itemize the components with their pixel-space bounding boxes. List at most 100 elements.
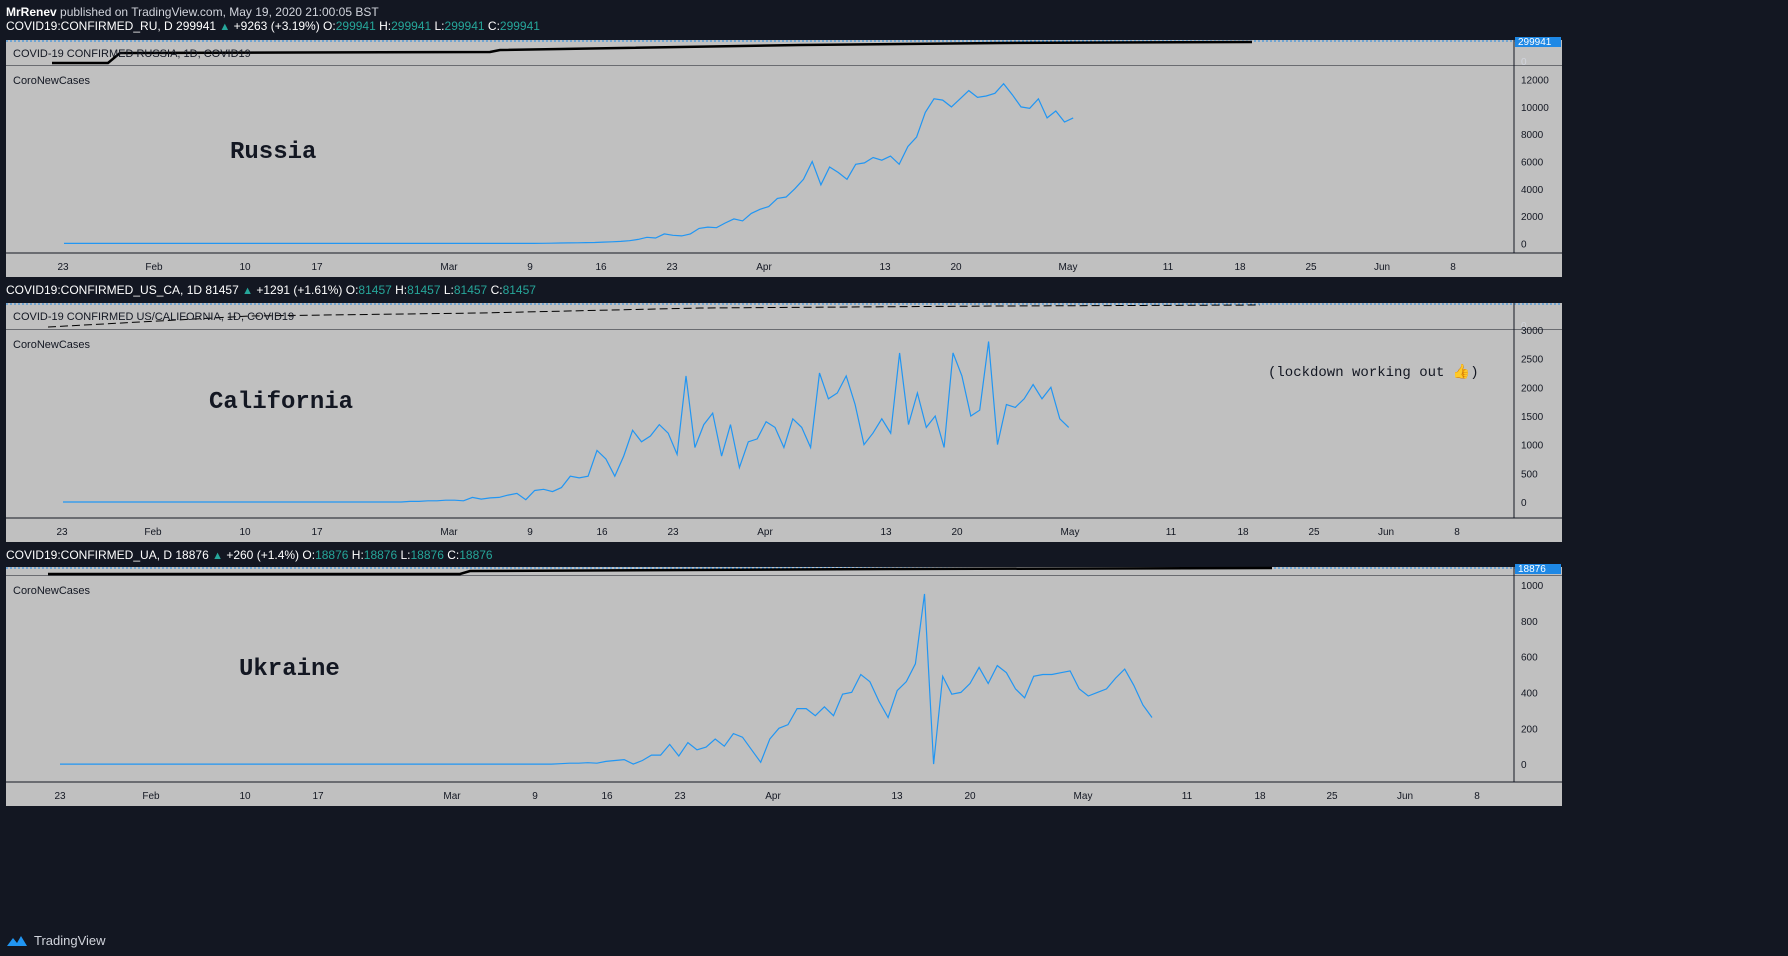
price-badge-label: 18876 (1518, 564, 1546, 575)
symbol-line-ukraine: COVID19:CONFIRMED_UA, D 18876 ▲ +260 (+1… (6, 548, 493, 562)
low-value: 299941 (444, 19, 485, 33)
x-tick-label: May (1059, 262, 1078, 273)
time-axis (6, 782, 1562, 806)
open-value: 299941 (335, 19, 376, 33)
x-tick-label: Jun (1378, 527, 1394, 538)
indicator-pane (6, 330, 1562, 518)
y-tick-label: 500 (1521, 469, 1538, 480)
x-tick-label: 20 (964, 791, 976, 802)
x-tick-label: Jun (1397, 791, 1413, 802)
cumulative-line (47, 304, 1261, 328)
symbol-change: +1291 (+1.61%) (256, 283, 343, 297)
x-tick-label: May (1074, 791, 1093, 802)
x-tick-label: 23 (56, 527, 68, 538)
overlay-title: COVID-19 CONFIRMED US/CALIFORNIA, 1D, CO… (13, 311, 294, 323)
x-tick-label: 8 (1474, 791, 1480, 802)
x-tick-label: 17 (311, 527, 323, 538)
symbol-line-russia: COVID19:CONFIRMED_RU, D 299941 ▲ +9263 (… (6, 19, 540, 33)
y-tick-label: 400 (1521, 688, 1538, 699)
indicator-label: CoroNewCases (13, 585, 91, 597)
x-tick-label: 9 (527, 262, 533, 273)
panel-california: COVID-19 CONFIRMED US/CALIFORNIA, 1D, CO… (6, 303, 1562, 542)
open-value: 18876 (315, 548, 349, 562)
y-tick-label: 1000 (1521, 581, 1544, 592)
x-tick-label: 16 (601, 791, 613, 802)
symbol-name[interactable]: COVID19:CONFIRMED_US_CA, 1D (6, 283, 203, 297)
x-tick-label: 11 (1182, 791, 1193, 802)
panel-russia: COVID-19 CONFIRMED RUSSIA, 1D, COVID19 0 2… (6, 37, 1562, 277)
x-tick-label: 16 (596, 527, 608, 538)
tradingview-logo-icon (7, 935, 27, 946)
symbol-line-california: COVID19:CONFIRMED_US_CA, 1D 81457 ▲ +129… (6, 283, 536, 297)
x-tick-label: 10 (239, 791, 251, 802)
cumulative-line (48, 566, 1273, 576)
x-tick-label: 13 (880, 527, 892, 538)
symbol-change: +260 (+1.4%) (226, 548, 300, 562)
high-value: 81457 (407, 283, 441, 297)
x-tick-label: May (1061, 527, 1080, 538)
y-tick-label: 2500 (1521, 355, 1544, 366)
x-tick-label: 11 (1166, 527, 1177, 538)
x-tick-label: 13 (891, 791, 903, 802)
price-badge (1515, 37, 1561, 47)
close-value: 81457 (502, 283, 536, 297)
indicator-pane (6, 66, 1562, 253)
x-tick-label: Feb (144, 527, 162, 538)
low-value: 81457 (453, 283, 488, 297)
y-tick-label: 10000 (1521, 103, 1549, 114)
symbol-price: 18876 (175, 548, 209, 562)
symbol-price: 299941 (176, 19, 217, 33)
y-tick-label: 8000 (1521, 130, 1544, 141)
footer: TradingView (6, 933, 106, 948)
publish-line: MrRenev published on TradingView.com, Ma… (6, 5, 379, 19)
price-badge-label: 299941 (1518, 37, 1552, 48)
x-tick-label: 17 (311, 262, 323, 273)
footer-brand[interactable]: TradingView (34, 933, 106, 948)
note-annotation: (lockdown working out 👍) (1268, 363, 1479, 381)
overlay-tick: 0 (1521, 321, 1527, 332)
x-tick-label: 20 (950, 262, 962, 273)
y-tick-label: 6000 (1521, 158, 1544, 169)
x-tick-label: 13 (879, 262, 891, 273)
x-tick-label: 18 (1254, 791, 1266, 802)
price-badge (1515, 564, 1561, 574)
y-tick-label: 2000 (1521, 383, 1544, 394)
overlay-pane (6, 567, 1562, 576)
high-value: 299941 (391, 19, 432, 33)
author-name[interactable]: MrRenev (6, 5, 57, 19)
y-tick-label: 200 (1521, 724, 1538, 735)
x-tick-label: 20 (951, 527, 963, 538)
symbol-change: +9263 (+3.19%) (233, 19, 320, 33)
y-tick-label: 0 (1521, 760, 1527, 771)
x-tick-label: Feb (145, 262, 163, 273)
series-line-ukraine (60, 593, 1153, 765)
x-tick-label: Mar (440, 527, 458, 538)
symbol-name[interactable]: COVID19:CONFIRMED_UA, D (6, 548, 173, 562)
symbol-price: 81457 (205, 283, 239, 297)
close-value: 299941 (499, 19, 540, 33)
y-tick-label: 0 (1521, 498, 1527, 509)
region-annotation: Russia (230, 139, 316, 166)
x-tick-label: Apr (756, 262, 772, 273)
publish-info: published on TradingView.com, May 19, 20… (60, 5, 379, 19)
up-arrow-icon: ▲ (212, 550, 223, 562)
region-annotation: Ukraine (239, 656, 340, 683)
x-tick-label: 23 (667, 527, 679, 538)
x-tick-label: Apr (765, 791, 781, 802)
y-tick-label: 2000 (1521, 212, 1544, 223)
x-tick-label: 16 (595, 262, 607, 273)
y-tick-label: 600 (1521, 653, 1538, 664)
up-arrow-icon: ▲ (242, 285, 253, 297)
y-tick-label: 0 (1521, 239, 1527, 250)
x-tick-label: 23 (57, 262, 69, 273)
x-tick-label: 10 (239, 527, 251, 538)
x-tick-label: 18 (1234, 262, 1246, 273)
series-line-russia (64, 82, 1074, 244)
indicator-label: CoroNewCases (13, 339, 91, 351)
y-tick-label: 4000 (1521, 185, 1544, 196)
x-tick-label: 17 (312, 791, 324, 802)
x-tick-label: 25 (1305, 262, 1317, 273)
symbol-name[interactable]: COVID19:CONFIRMED_RU, D (6, 19, 173, 33)
close-value: 18876 (459, 548, 493, 562)
